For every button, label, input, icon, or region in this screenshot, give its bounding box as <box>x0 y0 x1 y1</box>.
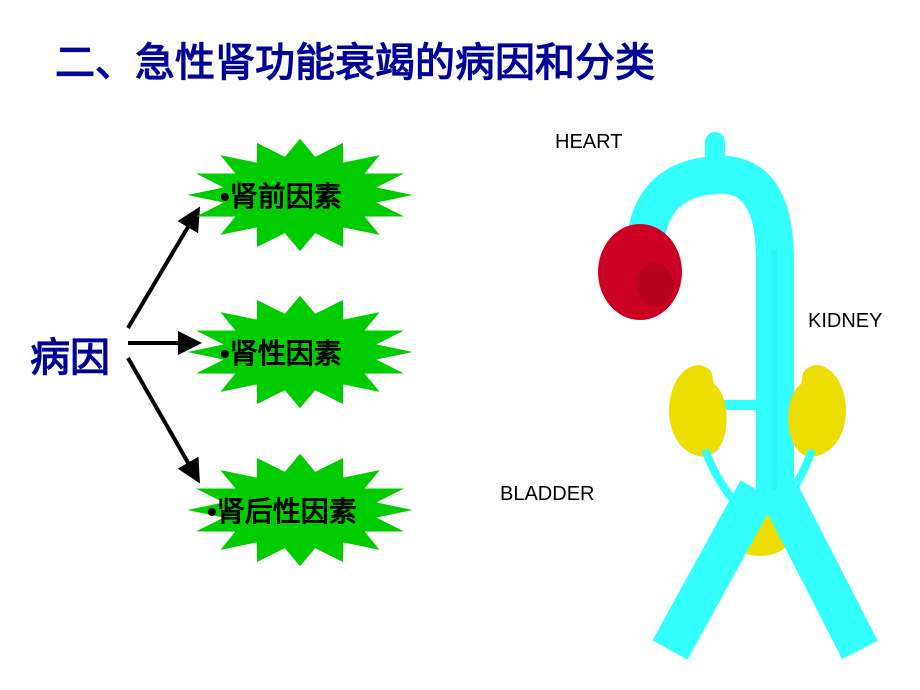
anatomy-label-bladder: BLADDER <box>500 483 594 506</box>
anatomy-label-heart: HEART <box>555 131 622 154</box>
burst-label-0: •肾前因素 <box>220 175 342 215</box>
burst-label-2: •肾后性因素 <box>207 490 357 530</box>
burst-label-1: •肾性因素 <box>220 332 342 372</box>
anatomy-label-kidney: KIDNEY <box>808 310 882 333</box>
anatomy-diagram <box>560 120 890 660</box>
